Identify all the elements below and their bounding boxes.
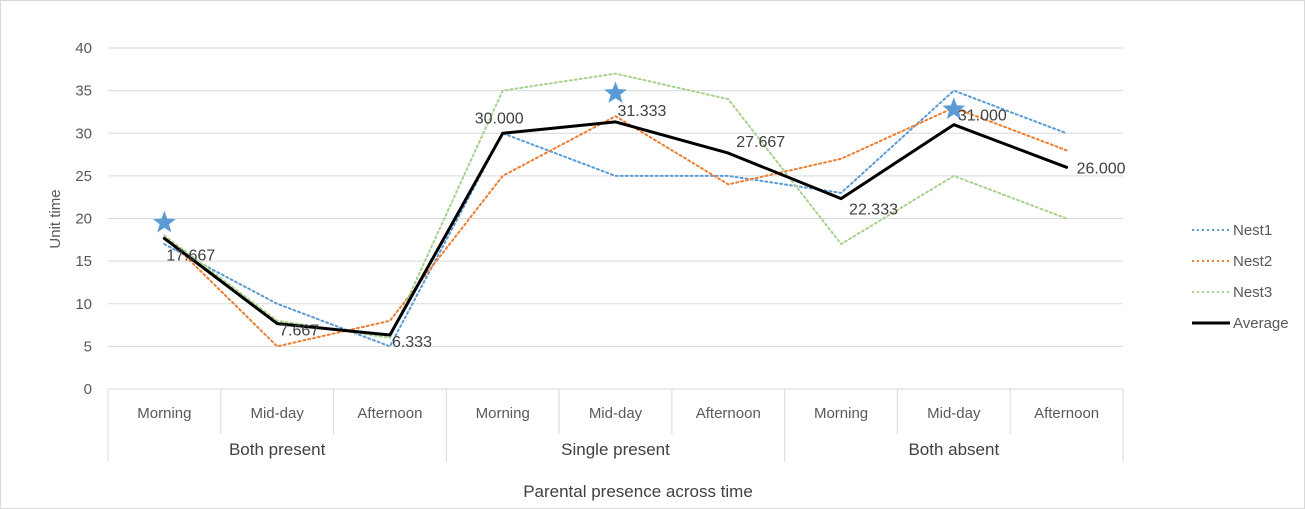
x-tick-label: Afternoon: [1034, 405, 1099, 422]
star-icon: [153, 210, 176, 233]
legend-label: Average: [1233, 315, 1289, 332]
x-tick-label: Mid-day: [589, 405, 643, 422]
x-tick-label: Afternoon: [696, 405, 761, 422]
legend-label: Nest3: [1233, 284, 1272, 301]
y-tick-label: 0: [84, 381, 92, 398]
series-nest3: [163, 72, 1068, 339]
data-label: 7.667: [279, 323, 319, 340]
y-tick-label: 5: [84, 338, 92, 355]
x-group-label: Single present: [561, 440, 670, 459]
y-tick-label: 15: [75, 253, 92, 270]
x-tick-label: Afternoon: [357, 405, 422, 422]
y-tick-labels: 0 5 10 15 20 25 30 35 40: [75, 40, 92, 398]
x-tick-label: Morning: [476, 405, 530, 422]
y-tick-label: 30: [75, 125, 92, 142]
data-label: 22.333: [849, 202, 898, 219]
y-tick-label: 35: [75, 83, 92, 100]
y-tick-label: 25: [75, 168, 92, 185]
series-nest2: [163, 106, 1068, 348]
y-tick-label: 20: [75, 211, 92, 228]
x-tick-label: Mid-day: [250, 405, 304, 422]
series-lines: [162, 72, 1069, 348]
x-axis: Morning Mid-day Afternoon Morning Mid-day Aft…: [107, 389, 1124, 462]
data-labels: 17.667 7.667 6.333 30.000 31.333 27.667 22.333…: [166, 103, 1125, 351]
y-tick-label: 10: [75, 296, 92, 313]
x-group-label: Both present: [229, 440, 326, 459]
y-axis-title: Unit time: [47, 189, 64, 248]
series-nest1: [163, 89, 1068, 348]
gridlines: [108, 47, 1123, 390]
star-markers: [153, 81, 966, 233]
x-axis-title: Parental presence across time: [523, 482, 753, 501]
legend-label: Nest1: [1233, 222, 1272, 239]
data-label: 26.000: [1077, 160, 1126, 177]
x-tick-label: Mid-day: [927, 405, 981, 422]
star-icon: [604, 81, 627, 103]
x-tick-label: Morning: [814, 405, 868, 422]
x-group-label: Both absent: [908, 440, 999, 459]
legend-label: Nest2: [1233, 253, 1272, 270]
y-tick-label: 40: [75, 40, 92, 57]
data-label: 31.000: [958, 108, 1007, 125]
star-icon: [942, 97, 966, 120]
series-average: [162, 120, 1069, 337]
data-label: 6.333: [392, 334, 432, 351]
data-label: 30.000: [475, 110, 524, 127]
data-label: 27.667: [736, 134, 785, 151]
data-label: 17.667: [166, 247, 215, 264]
x-tick-label: Morning: [137, 405, 191, 422]
data-label: 31.333: [618, 103, 667, 120]
legend: Nest1 Nest2 Nest3 Average: [1192, 222, 1289, 332]
